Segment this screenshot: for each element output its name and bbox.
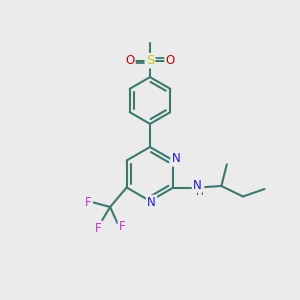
Text: F: F (85, 196, 92, 209)
Text: N: N (193, 178, 202, 192)
Text: S: S (146, 54, 154, 67)
Text: F: F (119, 220, 125, 233)
Text: H: H (196, 187, 203, 197)
Text: O: O (125, 54, 134, 67)
Text: F: F (95, 221, 101, 235)
Text: N: N (147, 196, 156, 209)
Text: N: N (171, 152, 180, 166)
Text: O: O (166, 54, 175, 67)
